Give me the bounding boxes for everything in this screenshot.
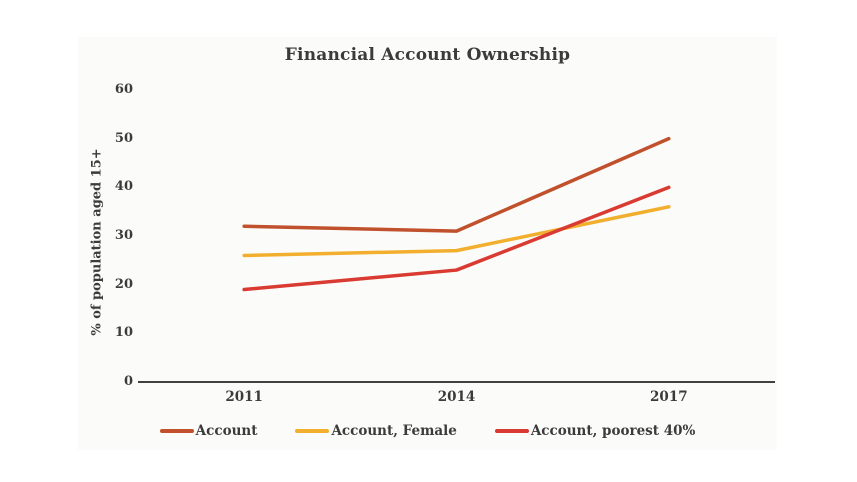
y-tick-label-30: 30	[114, 228, 133, 243]
series-line-account	[242, 136, 671, 233]
series-line-account-poorest-40	[242, 185, 671, 292]
legend-swatch-account	[159, 429, 194, 433]
x-tick-label-2011: 2011	[225, 389, 263, 405]
y-tick-label-50: 50	[114, 130, 133, 146]
y-tick-label-20: 20	[114, 276, 133, 292]
x-tick-label-2017: 2017	[650, 389, 688, 405]
legend-swatch-account-poorest-40	[494, 429, 529, 433]
legend-label-account-poorest-40: Account, poorest 40%	[530, 423, 696, 439]
y-tick-label-60: 60	[114, 82, 133, 97]
chart-card: Financial Account Ownership % of populat…	[78, 37, 777, 450]
legend-label-account-female: Account, Female	[331, 423, 457, 439]
legend-item-account-poorest-40: Account, poorest 40%	[494, 423, 696, 439]
x-tick-label-2014: 2014	[437, 389, 476, 405]
chart-legend: Account Account, Female Account, poorest 4…	[78, 423, 777, 439]
y-tick-label-0: 0	[123, 374, 133, 389]
legend-swatch-account-female	[295, 429, 330, 433]
legend-label-account: Account	[195, 423, 258, 439]
plot-area	[138, 136, 775, 383]
series-line-account-female	[242, 205, 671, 258]
y-tick-label-40: 40	[114, 179, 133, 195]
y-tick-label-10: 10	[114, 325, 133, 341]
chart-title: Financial Account Ownership	[284, 45, 571, 65]
legend-item-account: Account	[159, 423, 258, 439]
legend-item-account-female: Account, Female	[295, 423, 457, 439]
